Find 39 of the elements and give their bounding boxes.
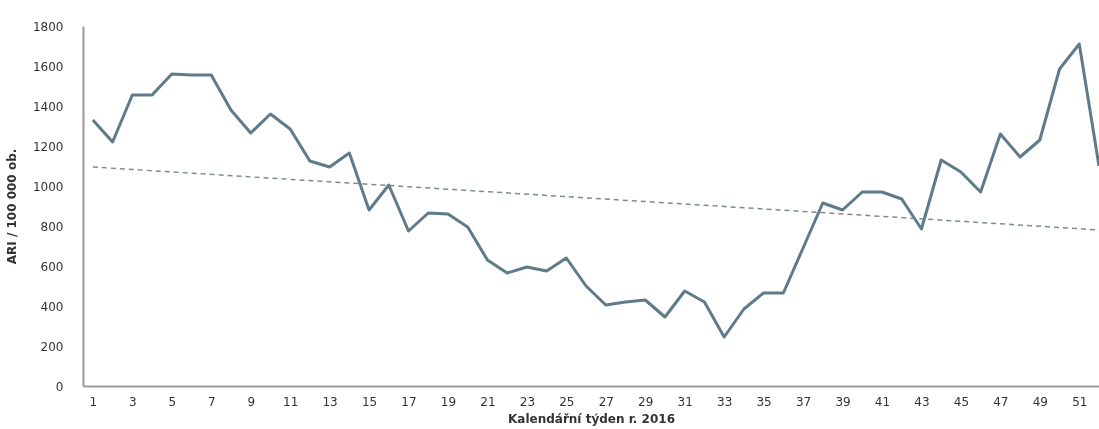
y-tick-label: 200	[40, 339, 64, 354]
x-tick-label: 11	[283, 394, 299, 409]
x-axis-title: Kalendářní týden r. 2016	[508, 411, 675, 426]
x-tick-label: 19	[440, 394, 457, 409]
x-tick-label: 1	[89, 394, 98, 409]
y-tick-label: 1200	[32, 139, 64, 154]
x-tick-label: 33	[717, 394, 733, 409]
x-tick-label: 31	[677, 394, 693, 409]
line-series	[91, 42, 1099, 339]
y-axis-title: ARI / 100 000 ob.	[4, 148, 19, 265]
x-tick-label: 41	[874, 394, 891, 409]
y-tick-label: 600	[40, 259, 64, 274]
x-tick-label: 45	[953, 394, 970, 409]
x-tick-label: 51	[1072, 394, 1088, 409]
x-tick-label: 43	[914, 394, 930, 409]
x-tick-label: 23	[519, 394, 536, 409]
x-tick-label: 37	[795, 394, 812, 409]
y-tick-label: 1800	[32, 19, 64, 34]
x-tick-label: 17	[401, 394, 417, 409]
y-tick-label: 0	[55, 379, 64, 394]
y-tick-label: 1400	[32, 99, 64, 114]
x-tick-label: 21	[480, 394, 496, 409]
x-tick-label: 9	[247, 394, 256, 409]
x-tick-label: 13	[322, 394, 338, 409]
x-tick-label: 7	[207, 394, 216, 409]
x-tick-label: 27	[598, 394, 614, 409]
x-tick-label: 29	[638, 394, 654, 409]
y-tick-label: 1000	[32, 179, 64, 194]
x-tick-label: 49	[1032, 394, 1048, 409]
x-tick-label: 25	[559, 394, 575, 409]
x-tick-label: 35	[756, 394, 772, 409]
x-tick-label: 47	[993, 394, 1009, 409]
x-tick-label: 15	[361, 394, 378, 409]
x-tick-label: 3	[129, 394, 137, 409]
y-tick-label: 800	[40, 219, 64, 234]
x-tick-label: 39	[835, 394, 851, 409]
x-tick-label: 5	[168, 394, 177, 409]
y-tick-label: 400	[40, 299, 64, 314]
y-tick-label: 1600	[32, 59, 64, 74]
